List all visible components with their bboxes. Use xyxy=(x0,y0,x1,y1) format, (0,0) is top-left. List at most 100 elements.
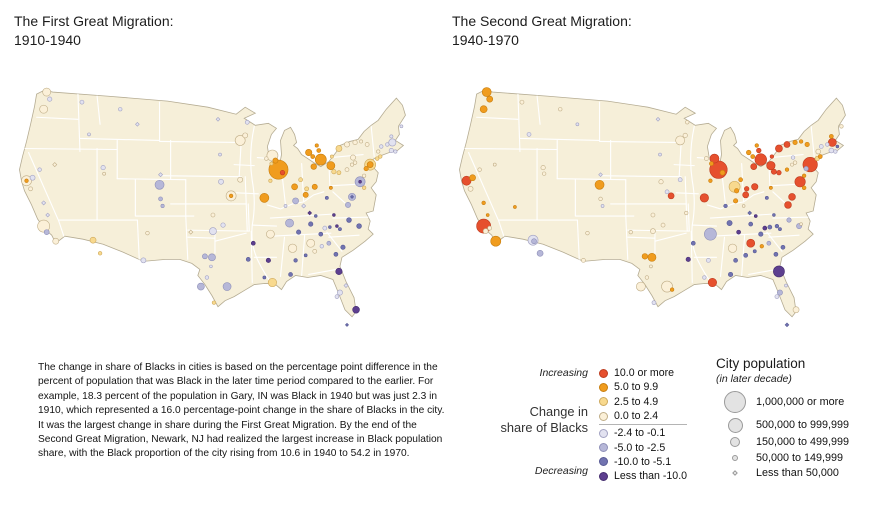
city-bubble xyxy=(328,225,332,229)
city-bubble xyxy=(709,161,714,166)
legend-color-dot xyxy=(599,382,608,392)
legend-decreasing-label: Decreasing xyxy=(534,465,588,477)
city-bubble xyxy=(742,191,749,199)
city-bubble xyxy=(649,264,653,269)
city-bubble xyxy=(706,258,711,263)
city-bubble xyxy=(531,238,537,245)
city-bubble xyxy=(118,107,123,112)
city-bubble xyxy=(244,119,250,125)
map-second-great-migration xyxy=(446,87,870,328)
city-bubble xyxy=(335,224,339,228)
legend-color-dot xyxy=(599,443,608,453)
city-bubble xyxy=(43,229,50,235)
city-bubble xyxy=(600,204,605,208)
city-bubble xyxy=(734,188,740,194)
city-bubble xyxy=(764,195,769,200)
city-bubble xyxy=(250,240,256,246)
legend-range-label: 10.0 or more xyxy=(614,367,675,380)
city-bubble xyxy=(542,171,547,176)
city-bubble xyxy=(220,222,226,228)
city-bubble xyxy=(352,139,358,145)
city-bubble xyxy=(794,176,806,188)
legend-change-row: Less than -10.0 xyxy=(599,469,687,483)
city-bubble xyxy=(265,257,271,263)
city-bubble xyxy=(322,225,328,231)
city-bubble xyxy=(728,271,734,277)
city-bubble xyxy=(790,155,796,160)
city-bubble xyxy=(87,132,91,137)
city-bubble xyxy=(292,197,299,205)
city-bubble xyxy=(558,107,563,112)
city-bubble xyxy=(835,144,840,149)
city-bubble xyxy=(389,134,394,139)
city-bubble xyxy=(774,294,780,299)
city-bubble xyxy=(366,161,374,168)
legend-color-dot xyxy=(599,471,608,481)
legend-population-subtitle: (in later decade) xyxy=(716,373,792,385)
legend-population-row: 1,000,000 or more xyxy=(716,390,844,414)
city-bubble xyxy=(303,253,308,258)
city-bubble xyxy=(746,238,756,248)
city-bubble xyxy=(335,267,343,275)
legend-range-label: 2.5 to 4.9 xyxy=(614,395,659,408)
city-bubble xyxy=(733,258,738,263)
city-bubble xyxy=(312,248,318,254)
city-bubble xyxy=(788,193,796,201)
city-bubble xyxy=(513,205,517,209)
city-bubble xyxy=(245,257,251,262)
city-bubble xyxy=(310,163,317,170)
city-bubble xyxy=(285,218,294,228)
city-bubble xyxy=(704,156,709,161)
city-bubble xyxy=(329,154,334,159)
city-bubble xyxy=(288,272,293,277)
city-bubble xyxy=(647,253,657,262)
city-bubble xyxy=(482,228,489,234)
city-bubble xyxy=(210,212,216,218)
city-bubble xyxy=(209,227,217,235)
city-bubble xyxy=(746,149,752,156)
city-bubble xyxy=(311,183,318,190)
city-bubble xyxy=(310,154,316,159)
city-bubble xyxy=(47,96,53,102)
population-range-label: 1,000,000 or more xyxy=(756,396,845,408)
city-bubble xyxy=(52,237,60,245)
city-bubble xyxy=(750,163,758,170)
city-bubble xyxy=(667,192,675,200)
city-bubble xyxy=(784,167,790,172)
city-bubble xyxy=(784,201,792,209)
city-bubble xyxy=(188,229,194,235)
city-bubble xyxy=(338,227,342,232)
city-bubble xyxy=(598,172,603,178)
city-bubble xyxy=(477,167,482,172)
city-bubble xyxy=(202,253,208,260)
city-bubble xyxy=(336,170,342,176)
city-bubble xyxy=(726,220,733,226)
city-bubble xyxy=(598,196,603,201)
city-bubble xyxy=(340,244,346,250)
city-bubble xyxy=(784,322,790,328)
city-bubble xyxy=(658,152,662,157)
city-bubble xyxy=(741,204,746,208)
city-bubble xyxy=(228,193,234,198)
city-bubble xyxy=(306,238,316,248)
second-map-title-line1: The Second Great Migration: xyxy=(452,13,632,29)
city-bubble xyxy=(677,177,683,183)
city-bubble xyxy=(744,186,750,192)
city-bubble xyxy=(314,153,327,166)
legend-range-label: -10.0 to -5.1 xyxy=(614,455,672,468)
city-bubble xyxy=(304,186,309,192)
second-map-city-bubbles xyxy=(461,87,844,328)
city-bubble xyxy=(272,157,279,164)
city-bubble xyxy=(337,289,343,296)
city-bubble xyxy=(350,154,356,161)
city-bubble xyxy=(145,231,150,236)
city-bubble xyxy=(481,200,486,206)
city-bubble xyxy=(335,145,343,152)
city-bubble xyxy=(719,169,726,176)
city-bubble xyxy=(786,217,792,223)
population-size-symbol xyxy=(716,455,754,461)
first-map-title: The First Great Migration: 1910-1940 xyxy=(14,12,174,50)
city-bubble xyxy=(385,142,390,147)
city-bubble xyxy=(594,179,605,190)
population-circle-icon xyxy=(732,470,738,476)
